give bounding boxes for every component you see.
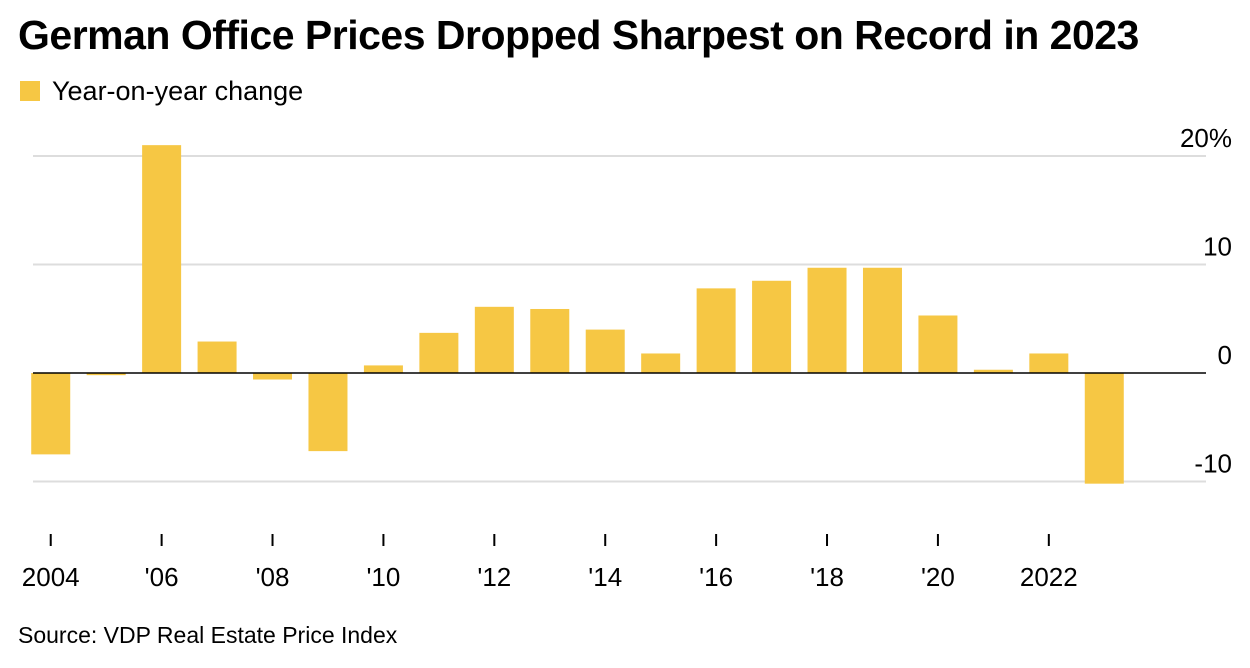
x-tick-label: '08 xyxy=(256,562,290,592)
bar-2013 xyxy=(530,308,570,373)
x-tick-label: '20 xyxy=(921,562,955,592)
bar-2014 xyxy=(585,329,625,373)
bar-2019 xyxy=(862,267,902,373)
x-tick-label: '06 xyxy=(145,562,179,592)
grid-lines xyxy=(33,155,1206,483)
y-axis-ticks: 20% 10 0 -10 xyxy=(1180,123,1232,479)
x-tick-label: 2022 xyxy=(1020,562,1078,592)
y-tick-label: 20% xyxy=(1180,123,1232,153)
y-tick-label: 0 xyxy=(1218,340,1232,370)
bar-2010 xyxy=(363,365,403,373)
x-axis-ticks: 2004 '06 '08 '10 '12 '14 '16 '18 '20 2022 xyxy=(22,534,1078,592)
bar-2018 xyxy=(807,267,847,373)
bar-2021 xyxy=(973,369,1013,373)
legend-swatch xyxy=(20,81,40,101)
bar-2017 xyxy=(752,280,792,373)
bar-2023 xyxy=(1084,373,1124,484)
bar-2015 xyxy=(641,353,681,373)
x-tick-label: '18 xyxy=(810,562,844,592)
bar-2007 xyxy=(197,341,237,373)
bar-2006 xyxy=(142,145,182,373)
x-tick-label: '12 xyxy=(477,562,511,592)
source-note: Source: VDP Real Estate Price Index xyxy=(18,622,398,648)
bar-2022 xyxy=(1029,353,1069,373)
legend-label: Year-on-year change xyxy=(52,75,304,106)
x-tick-label: '14 xyxy=(588,562,622,592)
legend: Year-on-year change xyxy=(20,76,303,106)
bar-2008 xyxy=(253,373,293,380)
y-tick-label: -10 xyxy=(1194,449,1232,479)
x-tick-label: 2004 xyxy=(22,562,80,592)
x-tick-label: '16 xyxy=(699,562,733,592)
bars xyxy=(31,145,1124,484)
bar-2020 xyxy=(918,315,958,373)
bar-2011 xyxy=(419,332,459,373)
bar-2005 xyxy=(86,373,126,376)
bar-2009 xyxy=(308,373,348,452)
bar-2012 xyxy=(474,306,514,373)
y-tick-label: 10 xyxy=(1203,232,1232,262)
bar-2004 xyxy=(31,373,71,455)
chart-title: German Office Prices Dropped Sharpest on… xyxy=(18,12,1139,58)
bar-2016 xyxy=(696,288,736,373)
x-tick-label: '10 xyxy=(366,562,400,592)
